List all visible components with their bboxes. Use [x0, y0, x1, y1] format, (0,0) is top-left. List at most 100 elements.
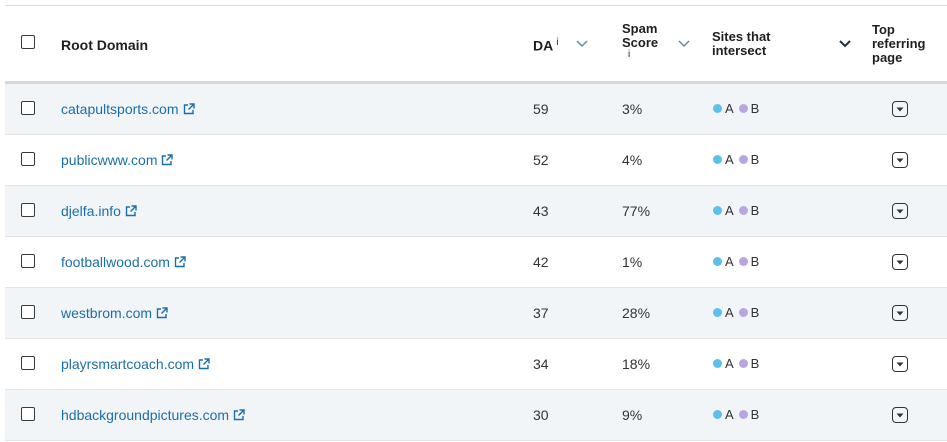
- expand-dropdown-button[interactable]: [892, 101, 908, 117]
- spam-score-value: 77%: [622, 203, 651, 219]
- external-link-icon[interactable]: [161, 154, 174, 166]
- row-checkbox[interactable]: [21, 254, 35, 268]
- sites-intersect-indicator: A B: [713, 203, 759, 218]
- root-domain-text: footballwood.com: [61, 254, 170, 270]
- spam-score-value: 9%: [622, 407, 643, 423]
- site-a-dot-icon: [713, 104, 722, 113]
- sites-sort-chevron-icon[interactable]: [839, 40, 851, 48]
- header-da[interactable]: DA i: [533, 37, 558, 54]
- header-spam-score[interactable]: Spam Score i: [622, 21, 659, 60]
- site-b-label: B: [750, 152, 760, 167]
- site-b-label: B: [750, 407, 760, 422]
- site-b-dot-icon: [738, 155, 748, 164]
- da-sort-chevron-icon[interactable]: [576, 40, 588, 48]
- table-row: playrsmartcoach.com 34 18% A B: [5, 339, 947, 389]
- external-link-icon[interactable]: [156, 307, 168, 319]
- spam-score-value: 18%: [622, 356, 651, 372]
- row-separator: [5, 236, 947, 237]
- row-checkbox[interactable]: [21, 152, 35, 166]
- external-link-icon[interactable]: [183, 103, 195, 115]
- row-separator: [5, 134, 947, 135]
- root-domain-link[interactable]: catapultsports.com: [61, 101, 195, 117]
- site-a-dot-icon: [713, 308, 722, 317]
- root-domain-text: djelfa.info: [61, 203, 121, 219]
- site-b-dot-icon: [738, 104, 748, 113]
- root-domain-text: publicwww.com: [61, 152, 158, 168]
- expand-dropdown-button[interactable]: [892, 254, 908, 270]
- expand-dropdown-button[interactable]: [892, 305, 908, 321]
- root-domain-link[interactable]: djelfa.info: [61, 203, 137, 219]
- header-da-label: DA: [533, 37, 554, 54]
- caret-down-icon: [896, 158, 904, 162]
- header-spam-line1: Spam: [622, 21, 658, 36]
- root-domain-link[interactable]: hdbackgroundpictures.com: [61, 407, 245, 423]
- header-root-domain: Root Domain: [61, 37, 149, 53]
- row-separator: [5, 185, 947, 186]
- da-value: 59: [533, 101, 549, 117]
- site-b-label: B: [750, 254, 760, 269]
- table-row: publicwww.com 52 4% A B: [5, 135, 947, 185]
- root-domain-link[interactable]: publicwww.com: [61, 152, 174, 168]
- spam-sort-chevron-icon[interactable]: [678, 40, 690, 48]
- root-domain-link[interactable]: westbrom.com: [61, 305, 168, 321]
- spam-score-value: 1%: [622, 254, 643, 270]
- site-a-label: A: [725, 203, 734, 218]
- da-value: 34: [533, 356, 549, 372]
- da-value: 52: [533, 152, 549, 168]
- table-row: djelfa.info 43 77% A B: [5, 186, 947, 236]
- external-link-icon[interactable]: [233, 409, 245, 421]
- external-link-icon[interactable]: [198, 358, 210, 370]
- root-domain-text: catapultsports.com: [61, 101, 179, 117]
- site-b-dot-icon: [738, 359, 748, 368]
- row-checkbox[interactable]: [21, 305, 35, 319]
- table-row: footballwood.com 42 1% A B: [5, 237, 947, 287]
- select-all-checkbox[interactable]: [21, 35, 35, 49]
- site-b-dot-icon: [738, 410, 748, 419]
- site-a-label: A: [725, 254, 734, 269]
- row-checkbox[interactable]: [21, 407, 35, 421]
- table-header: Root Domain DA i Spam Score i Sites that …: [5, 6, 947, 82]
- site-a-dot-icon: [713, 155, 722, 164]
- root-domain-link[interactable]: footballwood.com: [61, 254, 186, 270]
- site-b-label: B: [750, 305, 760, 320]
- site-a-dot-icon: [713, 206, 722, 215]
- site-a-label: A: [725, 305, 734, 320]
- row-separator: [5, 287, 947, 288]
- caret-down-icon: [896, 311, 904, 315]
- external-link-icon[interactable]: [125, 205, 137, 217]
- sites-intersect-indicator: A B: [713, 356, 759, 371]
- header-top-line1: Top: [872, 22, 895, 37]
- row-checkbox[interactable]: [21, 101, 35, 115]
- root-domain-text: westbrom.com: [61, 305, 153, 321]
- external-link-icon[interactable]: [174, 256, 186, 268]
- site-a-label: A: [725, 152, 734, 167]
- spam-info-icon[interactable]: i: [628, 49, 631, 60]
- row-separator: [5, 389, 947, 390]
- site-b-dot-icon: [738, 257, 748, 266]
- root-domain-text: hdbackgroundpictures.com: [61, 407, 230, 423]
- da-value: 30: [533, 407, 549, 423]
- row-checkbox[interactable]: [21, 203, 35, 217]
- table-row: westbrom.com 37 28% A B: [5, 288, 947, 338]
- row-separator: [5, 338, 947, 339]
- row-checkbox[interactable]: [21, 356, 35, 370]
- caret-down-icon: [896, 107, 904, 111]
- header-sites-line1: Sites that: [712, 29, 771, 44]
- expand-dropdown-button[interactable]: [892, 407, 908, 423]
- header-top-referring-page: Top referring page: [872, 23, 925, 65]
- root-domain-link[interactable]: playrsmartcoach.com: [61, 356, 210, 372]
- expand-dropdown-button[interactable]: [892, 356, 908, 372]
- sites-intersect-indicator: A B: [713, 101, 759, 116]
- caret-down-icon: [896, 413, 904, 417]
- header-spam-line2: Score: [622, 35, 659, 50]
- expand-dropdown-button[interactable]: [892, 152, 908, 168]
- da-value: 37: [533, 305, 549, 321]
- site-b-label: B: [750, 203, 760, 218]
- row-separator: [5, 440, 947, 441]
- da-value: 43: [533, 203, 549, 219]
- da-info-icon[interactable]: i: [556, 37, 559, 48]
- site-b-dot-icon: [738, 308, 748, 317]
- expand-dropdown-button[interactable]: [892, 203, 908, 219]
- site-a-dot-icon: [713, 359, 722, 368]
- table-row: hdbackgroundpictures.com 30 9% A B: [5, 390, 947, 440]
